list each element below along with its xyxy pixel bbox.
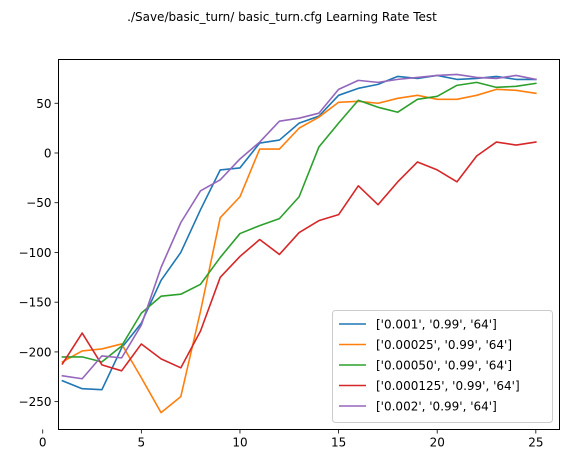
y-tick-label: −50 bbox=[26, 196, 51, 210]
x-tick-label: 25 bbox=[528, 436, 543, 450]
y-tick-label: 50 bbox=[36, 97, 51, 111]
series-line-3 bbox=[61, 81, 537, 363]
x-tick-label: 10 bbox=[232, 436, 247, 450]
series-layer bbox=[61, 73, 537, 414]
series-line-4 bbox=[61, 141, 537, 372]
x-tick-label: 5 bbox=[138, 436, 146, 450]
y-tick-label: 0 bbox=[44, 146, 52, 160]
legend-label: ['0.00025', '0.99', '64'] bbox=[376, 338, 512, 352]
legend-label: ['0.000125', '0.99', '64'] bbox=[376, 379, 520, 393]
y-tick-label: −250 bbox=[19, 395, 52, 409]
x-axis: 0 5 10 15 20 25 bbox=[39, 429, 543, 450]
plot-frame bbox=[58, 59, 560, 430]
series-line-5 bbox=[61, 73, 537, 380]
legend-label: ['0.00050', '0.99', '64'] bbox=[376, 359, 512, 373]
legend-label: ['0.001', '0.99', '64'] bbox=[376, 318, 497, 332]
x-tick-label: 0 bbox=[39, 436, 47, 450]
legend-label: ['0.002', '0.99', '64'] bbox=[376, 400, 497, 414]
x-tick-label: 20 bbox=[430, 436, 445, 450]
legend: ['0.001', '0.99', '64'] ['0.00025', '0.99… bbox=[332, 310, 553, 423]
y-tick-label: −200 bbox=[19, 345, 52, 359]
y-tick-label: −100 bbox=[19, 246, 52, 260]
legend-box bbox=[332, 310, 553, 423]
x-tick-label: 15 bbox=[331, 436, 346, 450]
chart-title: ./Save/basic_turn/ basic_turn.cfg Learni… bbox=[127, 10, 437, 24]
y-axis: −250 −200 −150 −100 −50 0 50 bbox=[19, 97, 59, 409]
series-line-2 bbox=[61, 88, 537, 414]
y-tick-label: −150 bbox=[19, 296, 52, 310]
